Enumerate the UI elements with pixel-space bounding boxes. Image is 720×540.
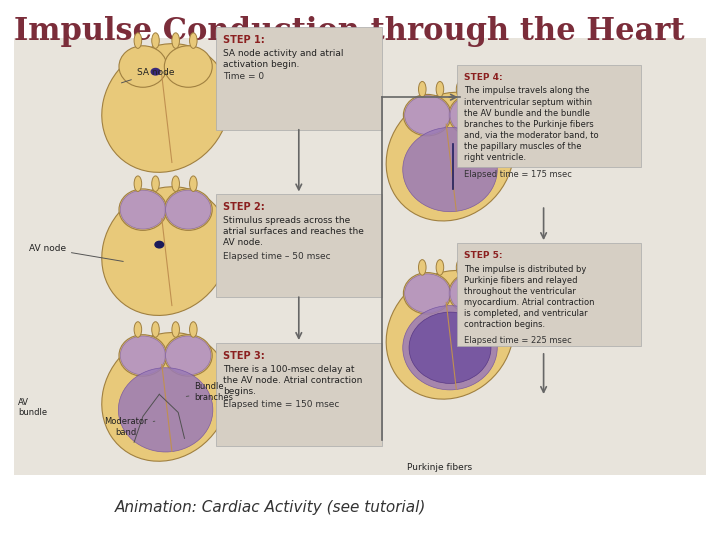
Text: STEP 4:: STEP 4:	[464, 73, 503, 82]
Ellipse shape	[118, 368, 213, 452]
Ellipse shape	[402, 127, 498, 212]
Ellipse shape	[418, 260, 426, 275]
Ellipse shape	[166, 190, 211, 229]
Ellipse shape	[189, 176, 197, 192]
FancyBboxPatch shape	[216, 343, 382, 445]
Ellipse shape	[152, 33, 159, 49]
Text: Animation: Cardiac Activity (see tutorial): Animation: Cardiac Activity (see tutoria…	[115, 500, 426, 515]
Ellipse shape	[120, 336, 166, 375]
Text: There is a 100-msec delay at
the AV node. Atrial contraction
begins.: There is a 100-msec delay at the AV node…	[223, 364, 363, 396]
Text: Elapsed time – 50 msec: Elapsed time – 50 msec	[223, 252, 330, 261]
Ellipse shape	[450, 96, 495, 134]
Text: Elapsed time = 225 msec: Elapsed time = 225 msec	[464, 336, 572, 345]
Text: STEP 5:: STEP 5:	[464, 251, 503, 260]
FancyBboxPatch shape	[457, 243, 641, 346]
Text: STEP 1:: STEP 1:	[223, 35, 265, 45]
Text: Time = 0: Time = 0	[223, 72, 264, 82]
Ellipse shape	[164, 46, 212, 87]
Ellipse shape	[152, 322, 159, 338]
Text: STEP 2:: STEP 2:	[223, 202, 265, 213]
Ellipse shape	[166, 336, 211, 375]
Ellipse shape	[134, 33, 142, 49]
Ellipse shape	[120, 190, 166, 229]
Ellipse shape	[386, 92, 514, 221]
Text: Stimulus spreads across the
atrial surfaces and reaches the
AV node.: Stimulus spreads across the atrial surfa…	[223, 216, 364, 247]
Ellipse shape	[403, 94, 451, 136]
Ellipse shape	[164, 335, 212, 376]
Ellipse shape	[172, 176, 179, 192]
Ellipse shape	[119, 335, 167, 376]
Ellipse shape	[436, 82, 444, 97]
Ellipse shape	[436, 260, 444, 275]
FancyBboxPatch shape	[457, 65, 641, 167]
Ellipse shape	[474, 260, 482, 275]
Ellipse shape	[189, 322, 197, 338]
Ellipse shape	[402, 306, 498, 390]
Ellipse shape	[134, 176, 142, 192]
Text: The impulse is distributed by
Purkinje fibers and relayed
throughout the ventric: The impulse is distributed by Purkinje f…	[464, 265, 595, 329]
Ellipse shape	[134, 322, 142, 338]
Text: Moderator
band: Moderator band	[104, 417, 155, 437]
Ellipse shape	[102, 187, 230, 315]
Ellipse shape	[102, 333, 230, 461]
Text: Purkinje fibers: Purkinje fibers	[407, 463, 472, 471]
Ellipse shape	[456, 260, 464, 275]
Ellipse shape	[172, 33, 179, 49]
Text: AV node: AV node	[29, 244, 123, 261]
Ellipse shape	[164, 189, 212, 231]
Ellipse shape	[152, 176, 159, 192]
Ellipse shape	[449, 273, 497, 314]
FancyBboxPatch shape	[216, 27, 382, 130]
Ellipse shape	[386, 271, 514, 399]
Ellipse shape	[474, 82, 482, 97]
Ellipse shape	[409, 312, 491, 383]
Circle shape	[155, 241, 163, 248]
Ellipse shape	[172, 322, 179, 338]
Text: SA node: SA node	[122, 68, 174, 83]
Ellipse shape	[456, 82, 464, 97]
Text: SA node activity and atrial
activation begin.: SA node activity and atrial activation b…	[223, 49, 343, 69]
Text: STEP 3:: STEP 3:	[223, 351, 265, 361]
Ellipse shape	[418, 82, 426, 97]
FancyBboxPatch shape	[14, 38, 706, 475]
Text: AV
bundle: AV bundle	[18, 398, 47, 417]
Ellipse shape	[403, 273, 451, 314]
Ellipse shape	[405, 96, 450, 134]
Circle shape	[151, 69, 160, 75]
Text: Impulse Conduction through the Heart: Impulse Conduction through the Heart	[14, 16, 685, 47]
Text: Elapsed time = 150 msec: Elapsed time = 150 msec	[223, 400, 340, 409]
Ellipse shape	[449, 94, 497, 136]
Ellipse shape	[189, 33, 197, 49]
Ellipse shape	[405, 274, 450, 313]
FancyBboxPatch shape	[216, 194, 382, 297]
Ellipse shape	[119, 189, 167, 231]
Text: The impulse travels along the
interventricular septum within
the AV bundle and t: The impulse travels along the interventr…	[464, 86, 599, 162]
Text: Bundle
branches: Bundle branches	[186, 382, 233, 402]
Ellipse shape	[450, 274, 495, 313]
Ellipse shape	[102, 44, 230, 172]
Ellipse shape	[119, 46, 167, 87]
Text: Elapsed time = 175 msec: Elapsed time = 175 msec	[464, 170, 572, 179]
